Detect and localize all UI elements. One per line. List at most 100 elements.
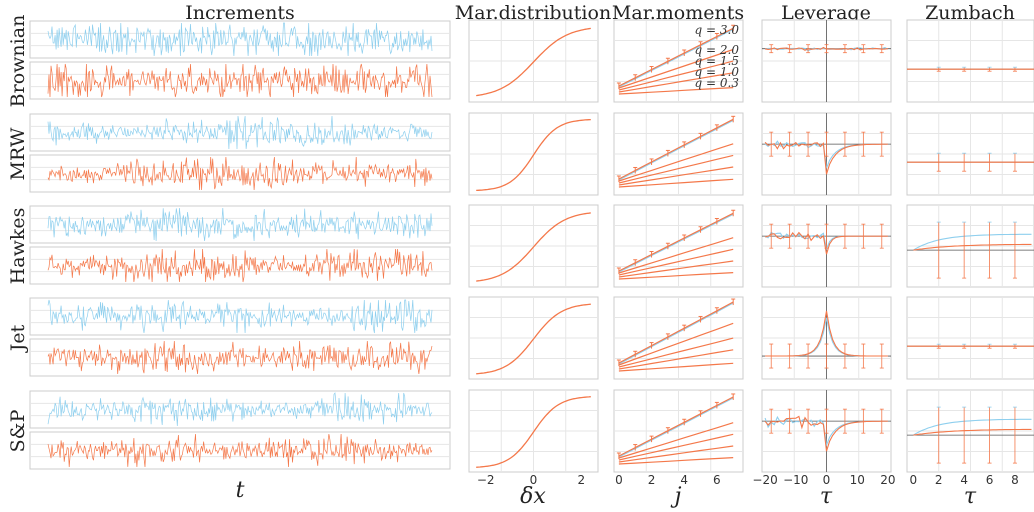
zumbach-tick-label: 4 — [960, 473, 968, 487]
row-label-4: S&P — [7, 409, 29, 452]
moments-tick-label: 4 — [680, 473, 688, 487]
moments-panel — [613, 389, 744, 473]
leverage-series-orange — [764, 415, 888, 452]
zumbach-tick-label: 6 — [986, 473, 994, 487]
column-title-zumbach: Zumbach — [925, 2, 1015, 24]
increments-series-orange — [47, 248, 433, 283]
leverage-series-orange — [765, 310, 888, 357]
distribution-panel — [468, 296, 599, 380]
increments-panel — [29, 390, 451, 429]
leverage-tick-label: 0 — [823, 473, 831, 487]
moments-series-q2 — [618, 433, 734, 461]
moments-series-q2 — [618, 337, 734, 368]
leverage-tick-label: 20 — [880, 473, 895, 487]
zumbach-panel — [906, 389, 1034, 473]
increments-panel — [29, 246, 451, 285]
leverage-tick-label: 10 — [850, 473, 865, 487]
row-label-3: Jet — [7, 324, 29, 353]
increments-frame — [29, 61, 451, 100]
increments-series-blue — [47, 299, 433, 334]
q-label-2: q = 1.5 — [695, 54, 739, 68]
moments-tick-label: 6 — [713, 473, 721, 487]
moments-panel: q = 3.0 q = 2.0q = 1.5q = 1.0q = 0.3 — [613, 19, 744, 103]
leverage-panel — [761, 204, 892, 288]
column-title-leverage: Leverage — [781, 2, 871, 24]
zumbach-tick-label: 8 — [1011, 473, 1019, 487]
zumbach-panel — [906, 19, 1034, 103]
leverage-panel — [761, 389, 892, 473]
leverage-panel — [761, 19, 892, 103]
distribution-panel — [468, 112, 599, 196]
leverage-series-orange — [764, 141, 888, 175]
moments-series-q0 — [618, 396, 734, 457]
leverage-panel — [761, 296, 892, 380]
moments-tick-label: 2 — [648, 473, 656, 487]
zumbach-tick-label: 2 — [935, 473, 943, 487]
moments-series-q3 — [618, 72, 734, 93]
x-label-increments: t — [236, 478, 245, 503]
leverage-panel — [761, 112, 892, 196]
zumbach-series-blue — [913, 233, 1032, 251]
increments-frame — [29, 205, 451, 244]
distribution-panel — [468, 389, 599, 473]
q-label-4: q = 0.3 — [695, 76, 740, 90]
x-label-moments: j — [670, 484, 682, 509]
moments-series-q2 — [618, 248, 734, 276]
q-label-0: q = 3.0 — [695, 23, 740, 37]
moments-series-q3 — [618, 445, 734, 463]
x-label-zumbach: τ — [964, 484, 977, 509]
increments-panel — [29, 61, 451, 100]
moments-series-q4 — [618, 457, 734, 465]
increments-series-orange — [47, 340, 433, 375]
moments-series-q1 — [618, 143, 734, 182]
increments-frame — [29, 246, 451, 285]
zumbach-series-orange — [913, 428, 1032, 436]
moments-series-blue — [618, 397, 734, 458]
leverage-series-orange — [764, 231, 888, 255]
moments-series-q2 — [618, 60, 734, 91]
increments-series-orange — [47, 63, 433, 98]
distribution-tick-label: −2 — [477, 473, 495, 487]
increments-series-blue — [47, 392, 433, 427]
moments-series-blue — [618, 119, 734, 181]
moments-series-blue — [618, 28, 734, 88]
column-titles: Increments Mar.distribution Mar.moments … — [185, 2, 1015, 24]
moments-series-blue — [618, 213, 734, 273]
moments-series-q1 — [618, 322, 734, 366]
moments-series-q3 — [618, 166, 734, 186]
distribution-tick-label: 2 — [577, 473, 585, 487]
zumbach-panel — [906, 112, 1034, 196]
zumbach-series-blue — [913, 418, 1032, 436]
distribution-panel — [468, 204, 599, 288]
zumbach-panel — [906, 204, 1034, 288]
moments-series-q3 — [618, 260, 734, 278]
leverage-tick-label: −10 — [783, 473, 808, 487]
panels: q = 3.0 q = 2.0q = 1.5q = 1.0q = 0.3 — [29, 19, 1034, 473]
moments-series-q4 — [618, 362, 734, 372]
increments-series-blue — [47, 22, 433, 57]
increments-frame — [29, 297, 451, 336]
increments-series-blue — [47, 115, 433, 150]
x-label-leverage: τ — [820, 484, 833, 509]
moments-panel — [613, 112, 744, 196]
moments-series-q0 — [618, 27, 734, 87]
zumbach-series-orange — [913, 243, 1032, 251]
x-axes: t δx j τ τ −2 0 2 0 2 4 6 −20 −10 0 10 20 0 2 4 6 8 — [236, 473, 1019, 509]
moments-series-q2 — [618, 154, 734, 184]
increments-frame — [29, 431, 451, 470]
increments-series-blue — [47, 207, 433, 242]
increments-series-orange — [47, 156, 433, 191]
x-label-distribution: δx — [520, 484, 546, 509]
column-title-distribution: Mar.distribution — [455, 2, 611, 24]
row-label-1: MRW — [7, 127, 29, 180]
moments-series-q0 — [618, 301, 734, 364]
moments-series-q4 — [618, 178, 734, 188]
moments-series-q0 — [618, 212, 734, 272]
q-label-3: q = 1.0 — [695, 65, 740, 79]
increments-panel — [29, 431, 451, 470]
moments-series-q3 — [618, 349, 734, 370]
moments-series-q4 — [618, 272, 734, 280]
column-title-moments: Mar.moments — [612, 2, 744, 24]
moments-series-q1 — [618, 422, 734, 459]
